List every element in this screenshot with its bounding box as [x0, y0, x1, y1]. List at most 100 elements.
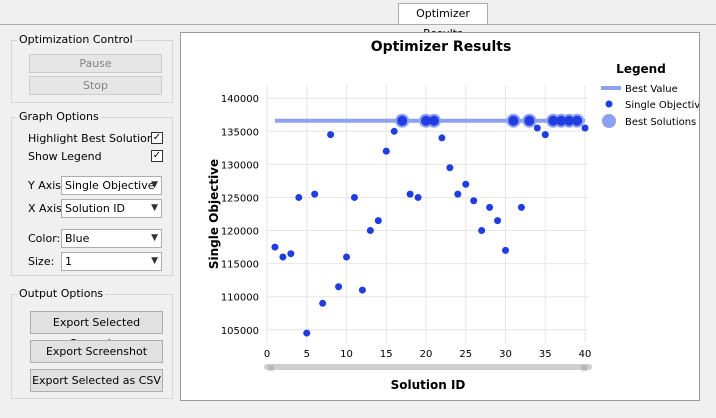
y-axis-value: Single Objective: [65, 179, 155, 192]
x-scrollbar[interactable]: [264, 364, 592, 370]
pause-button[interactable]: Pause: [29, 54, 162, 73]
data-point[interactable]: [502, 246, 510, 254]
legend-single-objective-swatch: [605, 100, 613, 108]
output-options-title: Output Options: [17, 287, 106, 301]
y-tick-label: 105000: [221, 326, 259, 337]
x-tick-label: 20: [420, 349, 433, 360]
data-point[interactable]: [374, 217, 382, 225]
chart-panel: Optimizer Results 0 5 10 15 20 25 30 35 40 105000…: [180, 32, 700, 401]
data-point[interactable]: [295, 193, 303, 201]
export-scenarios-button[interactable]: Export Selected Scenarios: [30, 311, 163, 350]
data-point[interactable]: [358, 286, 366, 294]
x-tick-label: 30: [499, 349, 512, 360]
data-point[interactable]: [454, 190, 462, 198]
data-point[interactable]: [414, 193, 422, 201]
chevron-down-icon: ▼: [151, 233, 158, 243]
data-point[interactable]: [327, 131, 335, 139]
data-point[interactable]: [366, 227, 374, 235]
y-axis-label: Y Axis:: [28, 179, 65, 192]
data-point[interactable]: [438, 134, 446, 142]
data-point[interactable]: [572, 115, 583, 126]
data-point[interactable]: [548, 115, 559, 126]
data-point[interactable]: [397, 115, 408, 126]
y-tick-label: 140000: [221, 94, 259, 105]
data-point[interactable]: [271, 243, 279, 251]
chevron-down-icon: ▼: [151, 256, 158, 266]
color-label: Color:: [28, 232, 61, 245]
legend-best-solutions-label: Best Solutions: [625, 117, 696, 128]
scroll-grip-right-icon: |||: [581, 365, 587, 372]
data-point[interactable]: [279, 253, 287, 261]
data-point[interactable]: [541, 131, 549, 139]
export-csv-button[interactable]: Export Selected as CSV: [30, 369, 163, 392]
data-point[interactable]: [517, 203, 525, 211]
size-select[interactable]: 1 ▼: [61, 252, 162, 271]
legend-best-solutions-swatch: [602, 114, 616, 128]
data-point[interactable]: [343, 253, 351, 261]
show-legend-checkbox[interactable]: ✓: [151, 150, 163, 162]
legend-single-objective-label: Single Objective: [625, 100, 699, 111]
data-point[interactable]: [311, 190, 319, 198]
tab-strip-border: [0, 24, 716, 25]
x-tick-label: 40: [579, 349, 592, 360]
y-tick-label: 110000: [221, 293, 259, 304]
data-point[interactable]: [581, 124, 589, 132]
data-point[interactable]: [319, 299, 327, 307]
data-point[interactable]: [564, 115, 575, 126]
y-tick-label: 130000: [221, 160, 259, 171]
export-screenshot-button[interactable]: Export Screenshot: [30, 340, 163, 363]
optimization-control-group: Optimization Control Pause Stop: [11, 33, 173, 103]
data-point[interactable]: [303, 329, 311, 337]
x-axis-title: Solution ID: [391, 378, 466, 392]
highlight-best-row: Highlight Best Solutions: [28, 132, 160, 145]
data-point[interactable]: [556, 115, 567, 126]
data-point[interactable]: [486, 203, 494, 211]
data-point[interactable]: [390, 127, 398, 135]
scatter-chart: 0 5 10 15 20 25 30 35 40 105000 110000 115000 120000…: [207, 62, 699, 392]
graph-options-title: Graph Options: [17, 110, 101, 124]
size-value: 1: [65, 255, 72, 268]
x-tick-label: 15: [380, 349, 393, 360]
y-tick-label: 115000: [221, 260, 259, 271]
y-axis-select[interactable]: Single Objective ▼: [61, 176, 162, 195]
data-point[interactable]: [508, 115, 519, 126]
graph-options-group: Graph Options Highlight Best Solutions ✓…: [11, 110, 173, 276]
y-tick-label: 135000: [221, 127, 259, 138]
x-tick-label: 0: [264, 349, 270, 360]
data-point[interactable]: [350, 193, 358, 201]
tab-optimizer-results[interactable]: Optimizer Results: [398, 3, 488, 40]
legend-title: Legend: [616, 62, 666, 76]
y-tick-label: 125000: [221, 193, 259, 204]
color-select[interactable]: Blue ▼: [61, 229, 162, 248]
scroll-grip-left-icon: |||: [268, 365, 274, 372]
chevron-down-icon: ▼: [151, 180, 158, 190]
data-point[interactable]: [462, 180, 470, 188]
legend-best-value-label: Best Value: [625, 84, 678, 95]
x-tick-label: 10: [340, 349, 353, 360]
data-point[interactable]: [335, 283, 343, 291]
data-point[interactable]: [470, 197, 478, 205]
output-options-group: Output Options Export Selected Scenarios…: [11, 287, 173, 399]
data-point[interactable]: [478, 227, 486, 235]
data-point[interactable]: [533, 124, 541, 132]
data-point[interactable]: [524, 115, 535, 126]
chevron-down-icon: ▼: [151, 203, 158, 213]
chart-title: Optimizer Results: [370, 39, 512, 55]
data-point[interactable]: [406, 190, 414, 198]
x-tick-label: 35: [539, 349, 552, 360]
y-axis-title: Single Objective: [207, 159, 221, 269]
data-point[interactable]: [421, 115, 432, 126]
size-label: Size:: [28, 255, 55, 268]
x-axis-select[interactable]: Solution ID ▼: [61, 199, 162, 218]
data-point[interactable]: [382, 147, 390, 155]
color-value: Blue: [65, 232, 90, 245]
data-point[interactable]: [446, 164, 454, 172]
data-point[interactable]: [287, 250, 295, 258]
optimization-control-title: Optimization Control: [17, 33, 135, 47]
stop-button[interactable]: Stop: [29, 76, 162, 95]
data-point[interactable]: [428, 115, 439, 126]
x-axis-label: X Axis:: [28, 202, 66, 215]
y-tick-label: 120000: [221, 227, 259, 238]
data-point[interactable]: [494, 217, 502, 225]
highlight-best-checkbox[interactable]: ✓: [151, 132, 163, 144]
